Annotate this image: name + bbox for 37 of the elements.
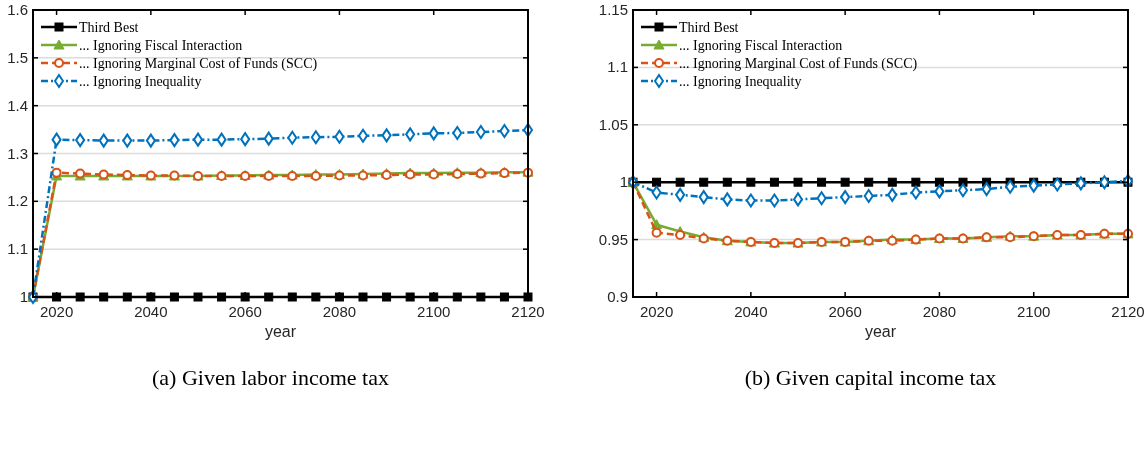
x-axis-title: year <box>864 323 897 340</box>
y-tick-label: 0.95 <box>598 230 628 248</box>
y-tick-label: 1 <box>19 288 28 305</box>
text: (b) Given capital income tax <box>744 365 997 390</box>
y-tick-label: 1.4 <box>7 96 28 114</box>
y-tick-label: 1.2 <box>7 192 28 210</box>
legend-label: ... Ignoring Fiscal Interaction <box>679 38 843 53</box>
x-tick-label: 2040 <box>134 303 168 320</box>
y-tick-label: 1.1 <box>607 58 628 76</box>
text: (a) Given labor income tax <box>151 365 390 390</box>
x-tick-label: 2060 <box>228 303 262 320</box>
x-tick-label: 2120 <box>511 303 545 320</box>
x-tick-label: 2020 <box>39 303 74 320</box>
y-tick-label: 1.1 <box>7 240 28 258</box>
legend-label: Third Best <box>679 20 739 35</box>
legend-label: ... Ignoring Marginal Cost of Funds (SCC) <box>679 56 918 72</box>
y-tick-label: 1.6 <box>7 1 28 18</box>
legend-label: ... Ignoring Marginal Cost of Funds (SCC) <box>79 56 318 72</box>
x-tick-label: 2100 <box>1017 303 1051 320</box>
x-tick-label: 2060 <box>828 303 862 320</box>
x-tick-label: 2040 <box>734 303 768 320</box>
x-axis-title: year <box>264 323 297 340</box>
x-tick-label: 2020 <box>639 303 674 320</box>
y-tick-label: 1.05 <box>598 115 628 133</box>
y-tick-label: 1.15 <box>598 1 628 18</box>
y-tick-label: 0.9 <box>607 288 628 305</box>
legend-label: Third Best <box>79 20 139 35</box>
x-tick-label: 2080 <box>922 303 957 320</box>
x-tick-label: 2120 <box>1111 303 1145 320</box>
x-tick-label: 2080 <box>322 303 357 320</box>
legend-label: ... Ignoring Fiscal Interaction <box>79 38 243 53</box>
legend-label: ... Ignoring Inequality <box>79 74 202 89</box>
legend-label: ... Ignoring Inequality <box>679 74 802 89</box>
y-tick-label: 1 <box>619 173 628 191</box>
y-tick-label: 1.3 <box>7 144 28 162</box>
y-tick-label: 1.5 <box>7 48 28 66</box>
x-tick-label: 2100 <box>417 303 451 320</box>
